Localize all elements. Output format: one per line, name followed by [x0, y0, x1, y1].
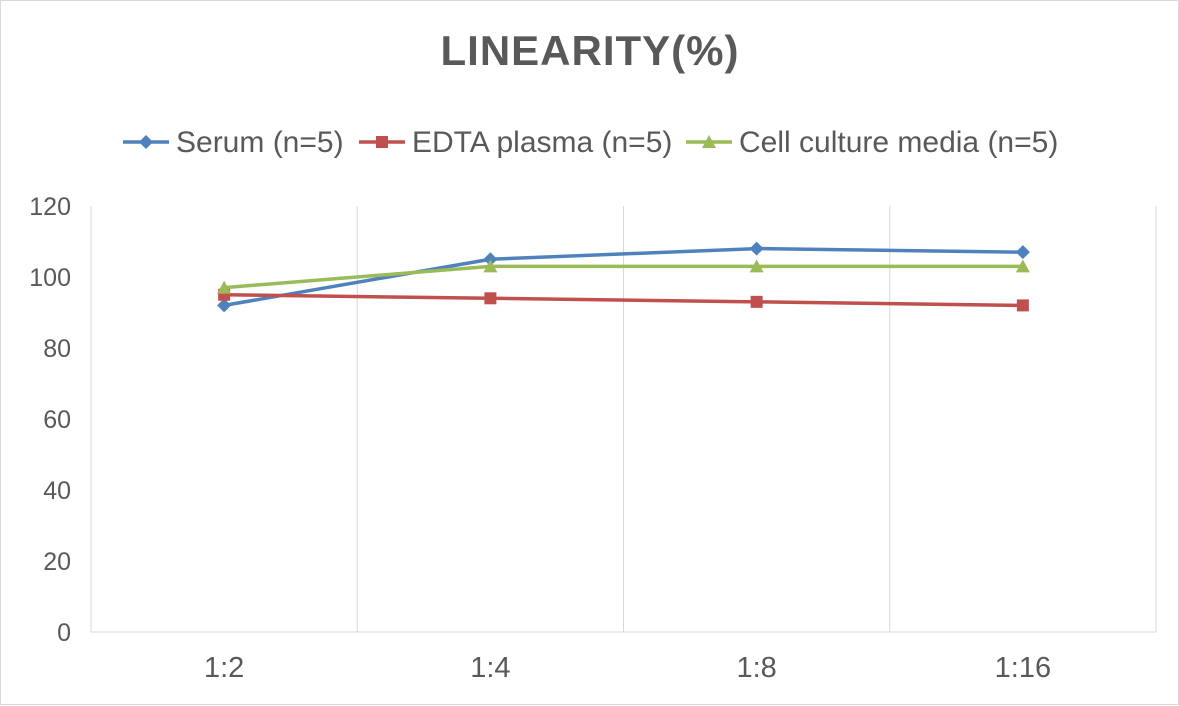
legend-item: Cell culture media (n=5): [686, 126, 1058, 159]
data-point-square: [750, 295, 763, 308]
series-square: [218, 288, 1029, 312]
series-diamond: [217, 241, 1030, 313]
legend-marker-diamond: [139, 135, 153, 149]
y-tick-label: 100: [29, 264, 71, 292]
x-tick-label: 1:16: [995, 652, 1051, 684]
data-point-triangle: [749, 259, 764, 273]
series-line: [224, 293, 1023, 308]
series-group: [217, 241, 1030, 313]
series-line: [223, 246, 1023, 308]
data-point-triangle: [1015, 259, 1030, 273]
legend-label: Cell culture media (n=5): [739, 126, 1058, 159]
data-point-triangle: [483, 259, 498, 273]
y-tick-label: 80: [43, 335, 71, 363]
legend-item: Serum (n=5): [123, 126, 344, 159]
data-point-diamond: [483, 252, 498, 267]
data-point-square: [1016, 299, 1029, 312]
x-tick-label: 1:4: [470, 652, 510, 684]
x-tick-label: 1:2: [204, 652, 244, 684]
legend-label: EDTA plasma (n=5): [412, 126, 672, 159]
series-line: [223, 264, 1023, 290]
y-tick-label: 0: [57, 619, 71, 647]
y-tick-label: 40: [43, 477, 71, 505]
x-tick-label: 1:8: [736, 652, 776, 684]
legend-marker-square: [376, 136, 388, 148]
legend: Serum (n=5) EDTA plasma (n=5) Cell culture…: [123, 126, 1058, 159]
chart-title: LINEARITY(%): [441, 27, 740, 74]
y-axis-tick-labels: 0 20 40 60 80 100 120: [29, 193, 71, 647]
legend-label: Serum (n=5): [176, 126, 344, 159]
y-tick-label: 120: [29, 193, 71, 221]
data-point-diamond: [1015, 245, 1030, 260]
data-point-triangle: [217, 280, 232, 294]
legend-item: EDTA plasma (n=5): [359, 126, 672, 159]
data-point-diamond: [217, 298, 232, 313]
y-tick-label: 20: [43, 548, 71, 576]
data-point-square: [484, 292, 497, 305]
y-tick-label: 60: [43, 406, 71, 434]
axes: [90, 206, 1156, 633]
series-triangle: [217, 259, 1030, 294]
x-axis-tick-labels: 1:2 1:4 1:8 1:16: [204, 652, 1051, 684]
legend-marker-triangle: [702, 135, 716, 148]
data-point-diamond: [749, 241, 764, 256]
